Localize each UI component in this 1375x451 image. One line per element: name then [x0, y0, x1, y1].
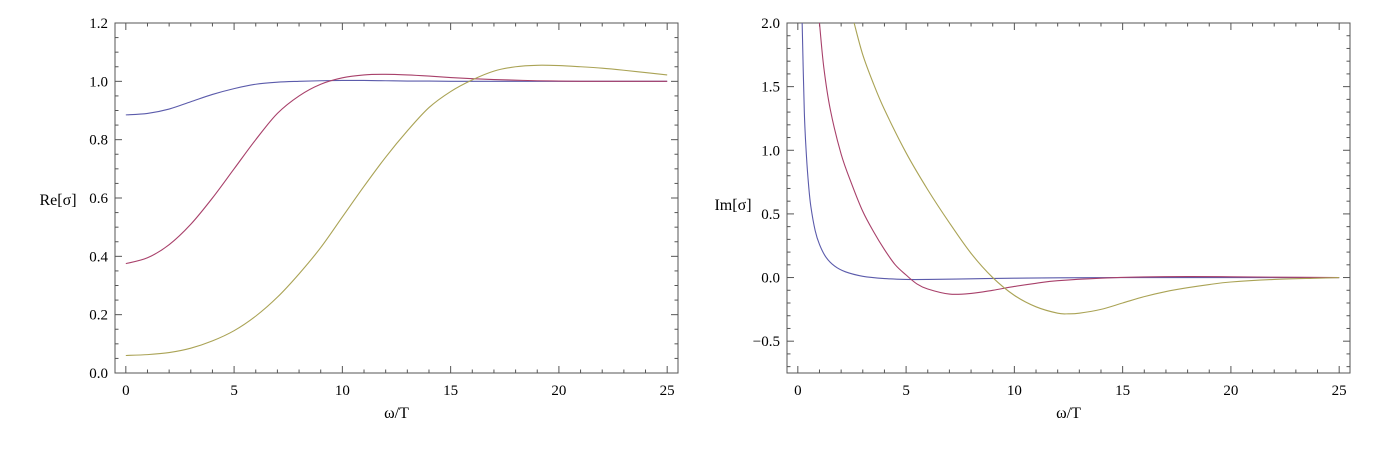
- re-sigma-panel: 0 5 10 15 20 25 0.0 0.2 0.4 0.6 0.8 1.0 1.2 ω/T Re[σ]: [39, 16, 679, 422]
- x-tick-label: 10: [1007, 383, 1022, 399]
- y-axis-label: Im[σ]: [714, 197, 751, 214]
- x-tick-label: 20: [1223, 383, 1238, 399]
- y-tick-label: 1.0: [89, 74, 108, 90]
- x-tick-label: 5: [902, 383, 910, 399]
- y-tick-label: −0.5: [753, 334, 780, 350]
- x-tick-label: 15: [443, 383, 458, 399]
- x-tick-label: 20: [551, 383, 566, 399]
- plot-frame: [786, 22, 1351, 374]
- series-line-1: [125, 79, 668, 116]
- x-tick-label: 0: [122, 383, 130, 399]
- y-tick-label: 2.0: [761, 16, 780, 32]
- y-tick-label: 0.0: [761, 271, 780, 287]
- y-axis-label: Re[σ]: [39, 192, 76, 209]
- series-line-3: [853, 23, 1340, 315]
- x-tick-label: 5: [230, 383, 238, 399]
- series-line-2: [818, 23, 1340, 295]
- y-tick-label: 1.0: [761, 143, 780, 159]
- x-tick-label: 25: [1332, 383, 1347, 399]
- y-tick-label: 0.0: [89, 366, 108, 382]
- x-tick-label: 25: [660, 383, 675, 399]
- series-line-2: [125, 73, 668, 265]
- x-tick-label: 0: [794, 383, 802, 399]
- x-axis-label: ω/T: [384, 405, 409, 422]
- plot-frame: [114, 22, 679, 374]
- y-tick-label: 0.4: [89, 249, 108, 265]
- im-sigma-panel: 0 5 10 15 20 25 −0.5 0.0 0.5 1.0 1.5 2.0 ω/T Im[σ]: [714, 16, 1351, 422]
- series-line-3: [125, 64, 668, 357]
- y-tick-label: 1.5: [761, 80, 780, 96]
- y-tick-label: 0.5: [761, 207, 780, 223]
- y-tick-label: 0.2: [89, 308, 108, 324]
- y-tick-label: 1.2: [89, 16, 108, 32]
- x-tick-label: 15: [1115, 383, 1130, 399]
- y-tick-label: 0.8: [89, 133, 108, 149]
- x-tick-label: 10: [335, 383, 350, 399]
- x-axis-label: ω/T: [1056, 405, 1081, 422]
- y-tick-label: 0.6: [89, 191, 108, 207]
- series-line-1: [801, 23, 1340, 281]
